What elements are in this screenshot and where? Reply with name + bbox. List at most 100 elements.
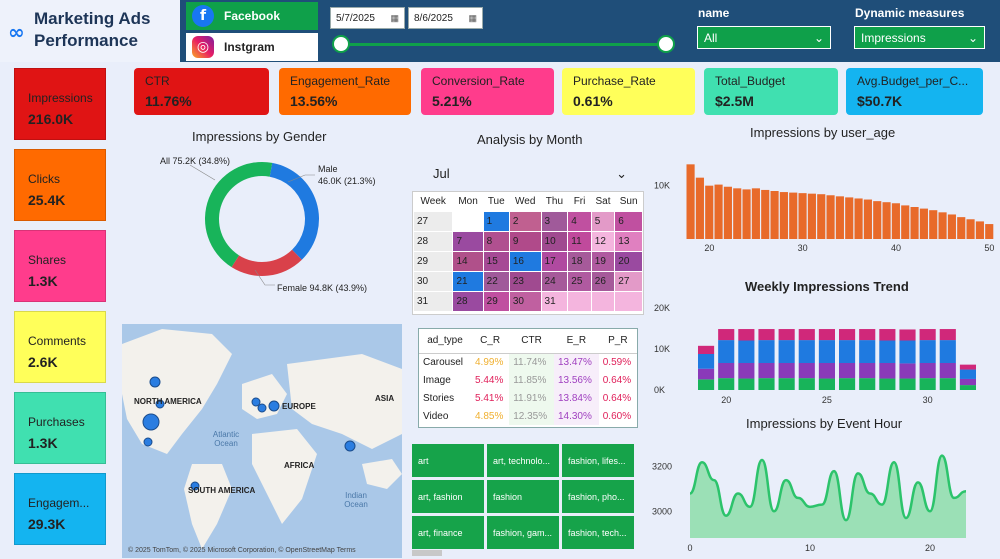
date-slider-start-handle[interactable] — [332, 35, 350, 53]
calendar-day[interactable]: 9 — [508, 230, 542, 252]
calendar-day[interactable]: 17 — [540, 250, 569, 272]
weekly-bar-segment — [698, 379, 715, 390]
calendar-day[interactable] — [590, 290, 616, 312]
region-map[interactable]: NORTH AMERICA EUROPE ASIA AFRICA SOUTH A… — [122, 324, 402, 558]
calendar-day[interactable]: 23 — [508, 270, 542, 292]
ad-table-cell: 5.41% — [470, 389, 510, 407]
calendar-day[interactable]: 26 — [590, 270, 616, 292]
calendar-day[interactable]: 28 — [452, 290, 484, 312]
calendar-day[interactable]: 27 — [614, 270, 643, 292]
calendar-day[interactable]: 19 — [590, 250, 616, 272]
calendar-day[interactable]: 18 — [567, 250, 592, 272]
calendar-day[interactable]: 29 — [482, 290, 510, 312]
interest-tile[interactable]: art — [412, 444, 484, 477]
ad-table-cell: 4.99% — [470, 353, 510, 371]
platform-facebook-button[interactable]: f Facebook — [186, 2, 318, 30]
calendar-day[interactable]: 12 — [590, 230, 616, 252]
calendar-day[interactable]: 20 — [614, 250, 643, 272]
calendar-day[interactable]: 8 — [482, 230, 510, 252]
name-filter-select[interactable]: All ⌄ — [697, 26, 831, 49]
interest-tile[interactable]: fashion, tech... — [562, 516, 634, 549]
calendar-day[interactable]: 21 — [452, 270, 484, 292]
platform-instagram-button[interactable]: ◎ Instgram — [186, 33, 318, 61]
metric-card-2[interactable]: Shares 1.3K — [14, 230, 106, 302]
start-date-input[interactable]: 5/7/2025 ▦ — [330, 7, 405, 29]
weekly-bar-segment — [879, 340, 896, 363]
calendar-day[interactable]: 7 — [452, 230, 484, 252]
weekly-bar-segment — [859, 340, 876, 363]
tiles-scrollbar[interactable] — [412, 550, 442, 556]
kpi-label: Engagement_Rate — [290, 74, 391, 88]
age-bar — [919, 208, 928, 239]
kpi-value: 11.76% — [145, 93, 192, 109]
date-slider-track[interactable] — [340, 43, 666, 46]
hour-x-tick: 20 — [925, 543, 935, 553]
age-bar-chart: 20 30 40 50 10K — [648, 145, 1000, 255]
kpi-card-2[interactable]: Conversion_Rate 5.21% — [421, 68, 554, 115]
metric-card-3[interactable]: Comments 2.6K — [14, 311, 106, 383]
date-slider-end-handle[interactable] — [657, 35, 675, 53]
calendar-day[interactable]: 3 — [540, 210, 569, 232]
calendar-day[interactable]: 15 — [482, 250, 510, 272]
age-bar — [817, 194, 826, 239]
interest-tile[interactable]: art, finance — [412, 516, 484, 549]
kpi-card-3[interactable]: Purchase_Rate 0.61% — [562, 68, 695, 115]
weekly-bar-segment — [959, 378, 976, 386]
calendar-day[interactable]: 25 — [567, 270, 592, 292]
calendar-day[interactable] — [452, 210, 484, 232]
metric-card-label: Shares — [28, 253, 67, 267]
kpi-card-1[interactable]: Engagement_Rate 13.56% — [279, 68, 411, 115]
calendar-day[interactable]: 24 — [540, 270, 569, 292]
metric-card-0[interactable]: Impressions 216.0K — [14, 68, 106, 140]
calendar-day[interactable]: 14 — [452, 250, 484, 272]
kpi-value: 0.61% — [573, 93, 613, 109]
kpi-card-5[interactable]: Avg.Budget_per_C... $50.7K — [846, 68, 983, 115]
calendar-week: 29 — [412, 250, 454, 272]
calendar-day[interactable]: 13 — [614, 230, 643, 252]
interest-tile[interactable]: fashion, gam... — [487, 516, 559, 549]
interest-tile[interactable]: fashion — [487, 480, 559, 513]
age-bar — [985, 224, 994, 239]
interest-tile[interactable]: art, fashion — [412, 480, 484, 513]
kpi-card-0[interactable]: CTR 11.76% — [134, 68, 269, 115]
map-label-asia: ASIA — [375, 394, 395, 403]
calendar-day[interactable]: 1 — [482, 210, 510, 232]
calendar-week: 27 — [412, 210, 454, 232]
age-bar — [798, 193, 807, 239]
interest-tile[interactable]: fashion, pho... — [562, 480, 634, 513]
age-bar — [929, 210, 938, 239]
calendar-day[interactable]: 5 — [590, 210, 616, 232]
age-bar — [910, 207, 919, 239]
calendar-day[interactable]: 31 — [540, 290, 569, 312]
hour-chart-title: Impressions by Event Hour — [746, 416, 903, 431]
interest-tile[interactable]: fashion, lifes... — [562, 444, 634, 477]
weekly-bar-segment — [939, 329, 956, 341]
month-select[interactable]: Jul ⌄ — [433, 166, 633, 184]
calendar-day[interactable] — [614, 290, 643, 312]
calendar-day[interactable]: 10 — [540, 230, 569, 252]
measure-filter-label: Dynamic measures — [855, 6, 965, 20]
instagram-icon: ◎ — [192, 36, 214, 58]
metric-card-5[interactable]: Engagem... 29.3K — [14, 473, 106, 545]
metric-card-label: Clicks — [28, 172, 60, 186]
kpi-card-4[interactable]: Total_Budget $2.5M — [704, 68, 838, 115]
calendar-day[interactable] — [567, 290, 592, 312]
metric-card-value: 29.3K — [28, 516, 66, 532]
age-bar — [854, 198, 863, 239]
interest-tile[interactable]: art, technolo... — [487, 444, 559, 477]
calendar-day[interactable]: 4 — [567, 210, 592, 232]
metric-card-1[interactable]: Clicks 25.4K — [14, 149, 106, 221]
calendar-day[interactable]: 11 — [567, 230, 592, 252]
ad-type-table: ad_type C_R CTR E_R P_R Carousel 4.99% 11.74% 13… — [418, 328, 638, 428]
calendar-day[interactable]: 6 — [614, 210, 643, 232]
calendar-day[interactable]: 2 — [508, 210, 542, 232]
calendar-day[interactable]: 22 — [482, 270, 510, 292]
weekly-bar-segment — [778, 378, 795, 390]
end-date-input[interactable]: 8/6/2025 ▦ — [408, 7, 483, 29]
calendar-day[interactable]: 30 — [508, 290, 542, 312]
weekly-bar-segment — [939, 363, 956, 379]
measure-filter-select[interactable]: Impressions ⌄ — [854, 26, 985, 49]
calendar-header: Thu — [545, 195, 564, 207]
metric-card-4[interactable]: Purchases 1.3K — [14, 392, 106, 464]
calendar-day[interactable]: 16 — [508, 250, 542, 272]
